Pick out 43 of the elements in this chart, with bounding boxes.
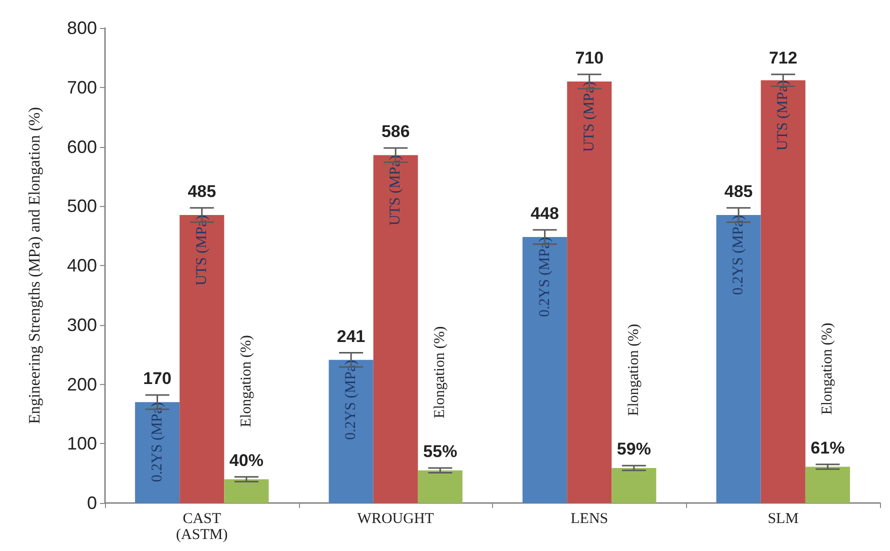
x-tick-label: CAST (ASTM) xyxy=(176,511,228,543)
y-tick-label: 600 xyxy=(66,136,97,157)
bar xyxy=(522,237,568,503)
y-tick-label: 400 xyxy=(66,256,97,276)
y-axis-title: Engineering Strengths (MPa) and Elongation (%) xyxy=(26,107,44,424)
data-label: 59% xyxy=(616,440,651,459)
y-tick-label: 800 xyxy=(66,18,97,38)
x-tick-label: LENS xyxy=(570,511,608,527)
text: Elongation (%) xyxy=(238,335,254,428)
text: UTS (MPa) xyxy=(775,80,792,151)
bar xyxy=(418,470,462,503)
text: Elongation (%) xyxy=(626,324,642,416)
bar xyxy=(180,215,224,503)
data-label: 61% xyxy=(810,438,845,458)
data-label: 448 xyxy=(530,204,559,223)
data-label: 40% xyxy=(229,450,264,470)
x-tick-label: WROUGHT xyxy=(357,511,434,527)
bar xyxy=(224,479,269,503)
bar xyxy=(716,215,761,503)
text: Elongation (%) xyxy=(820,322,836,415)
data-label: 485 xyxy=(188,182,216,201)
y-tick-label: 700 xyxy=(66,77,97,98)
x-tick-label: SLM xyxy=(768,511,799,527)
data-label: 712 xyxy=(768,48,798,68)
bar xyxy=(567,81,612,503)
data-label: 586 xyxy=(381,122,410,141)
y-tick-label: 200 xyxy=(66,374,97,394)
data-label: 710 xyxy=(575,48,604,68)
bar xyxy=(328,360,374,503)
y-tick-label: 500 xyxy=(66,196,97,216)
data-label: 170 xyxy=(143,368,172,388)
bar xyxy=(760,80,806,503)
text: Elongation (%) xyxy=(432,326,448,418)
bar xyxy=(373,155,418,503)
bar xyxy=(135,402,180,503)
bar xyxy=(805,466,850,503)
bar xyxy=(612,468,656,503)
y-tick-label: 0 xyxy=(86,493,97,513)
data-label: 241 xyxy=(336,326,366,346)
y-tick-label: 300 xyxy=(66,314,97,335)
y-tick-label: 100 xyxy=(66,434,97,454)
data-label: 55% xyxy=(423,442,458,461)
data-label: 485 xyxy=(724,182,753,201)
